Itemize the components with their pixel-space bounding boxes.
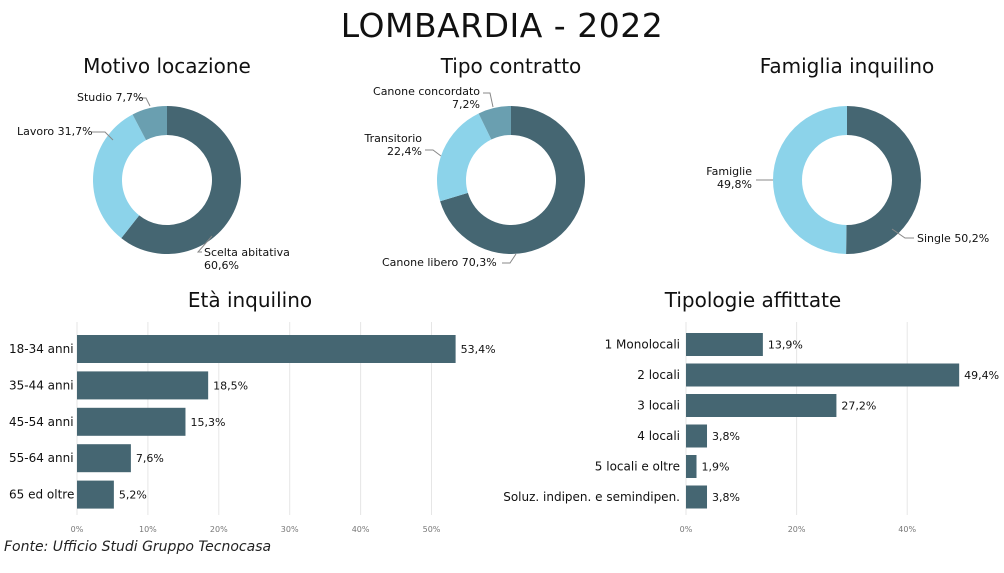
category-label-4-locali: 4 locali <box>637 429 680 443</box>
x-tick-label-tipologie-affittate: 40% <box>898 525 916 534</box>
donut-slice-motivo-locazione-lavoro <box>92 114 147 239</box>
leader-line-famiglia-inquilino <box>891 228 914 239</box>
data-label-soluz-indipen-e-semindipen: 3,8% <box>712 491 740 504</box>
slice-label-canone-libero: Canone libero 70,3% <box>382 256 497 269</box>
slice-value-canone-concordato: 7,2% <box>452 98 480 111</box>
category-label-45-54-anni: 45-54 anni <box>9 415 74 429</box>
bar-45-54-anni <box>77 407 186 436</box>
bar-65-ed-oltre <box>77 480 114 509</box>
chart-title-famiglia-inquilino: Famiglia inquilino <box>759 54 935 78</box>
bar-1-monolocali <box>686 333 763 356</box>
data-label-65-ed-oltre: 5,2% <box>119 489 147 502</box>
donut-slice-tipo-contratto-canone-libero <box>440 106 585 254</box>
donut-slice-tipo-contratto-transitorio <box>437 113 492 202</box>
donut-slice-famiglia-inquilino-famiglie <box>772 106 847 254</box>
slice-value-transitorio: 22,4% <box>387 145 422 158</box>
data-label-3-locali: 27,2% <box>841 400 876 413</box>
chart-title-tipologie-affittate: Tipologie affittate <box>664 288 842 312</box>
category-label-5-locali-e-oltre: 5 locali e oltre <box>595 460 680 474</box>
bar-3-locali <box>686 394 837 417</box>
category-label-65-ed-oltre: 65 ed oltre <box>9 488 74 502</box>
category-label-3-locali: 3 locali <box>637 399 680 413</box>
slice-label-studio: Studio 7,7% <box>77 91 143 104</box>
leader-line-motivo-locazione <box>196 235 213 253</box>
leader-line-tipo-contratto <box>425 149 442 157</box>
x-tick-label-et-inquilino: 40% <box>352 525 370 534</box>
bar-55-64-anni <box>77 444 131 473</box>
leader-line-tipo-contratto <box>483 92 494 108</box>
data-label-1-monolocali: 13,9% <box>768 339 803 352</box>
bar-soluz-indipen-e-semindipen <box>686 485 708 509</box>
slice-label-famiglie: Famiglie <box>706 165 752 178</box>
donut-slice-tipo-contratto-canone-concordato <box>478 106 511 140</box>
x-tick-label-et-inquilino: 30% <box>281 525 299 534</box>
bar-18-34-anni <box>77 335 456 363</box>
dashboard-title: LOMBARDIA - 2022 <box>340 6 664 45</box>
category-label-55-64-anni: 55-64 anni <box>9 451 74 465</box>
slice-label-canone-concordato: Canone concordato <box>373 85 480 98</box>
data-label-2-locali: 49,4% <box>964 369 999 382</box>
category-label-soluz-indipen-e-semindipen: Soluz. indipen. e semindipen. <box>503 490 680 504</box>
x-tick-label-tipologie-affittate: 0% <box>680 525 693 534</box>
x-tick-label-et-inquilino: 50% <box>423 525 441 534</box>
donut-slice-famiglia-inquilino-single <box>846 106 921 255</box>
data-label-18-34-anni: 53,4% <box>461 343 496 356</box>
data-label-5-locali-e-oltre: 1,9% <box>702 461 730 474</box>
bar-2-locali <box>686 363 960 387</box>
slice-label-lavoro: Lavoro 31,7% <box>17 125 93 138</box>
data-label-35-44-anni: 18,5% <box>213 379 248 392</box>
bar-4-locali <box>686 424 708 448</box>
leader-line-motivo-locazione <box>138 97 151 107</box>
data-label-55-64-anni: 7,6% <box>136 452 164 465</box>
x-tick-label-et-inquilino: 10% <box>139 525 157 534</box>
chart-title-tipo-contratto: Tipo contratto <box>440 54 582 78</box>
source-note: Fonte: Ufficio Studi Gruppo Tecnocasa <box>4 539 272 555</box>
category-label-18-34-anni: 18-34 anni <box>9 342 74 356</box>
donut-slice-motivo-locazione-scelta-abitativa <box>121 106 241 254</box>
x-tick-label-et-inquilino: 0% <box>71 525 84 534</box>
data-label-45-54-anni: 15,3% <box>190 416 225 429</box>
slice-label-single: Single 50,2% <box>917 232 989 245</box>
slice-label-scelta-abitativa: Scelta abitativa <box>204 246 290 259</box>
donut-slice-motivo-locazione-studio <box>132 106 167 141</box>
slice-value-scelta-abitativa: 60,6% <box>204 259 239 272</box>
category-label-2-locali: 2 locali <box>637 368 680 382</box>
leader-line-motivo-locazione <box>92 131 114 141</box>
bar-35-44-anni <box>77 371 209 400</box>
x-tick-label-et-inquilino: 20% <box>210 525 228 534</box>
x-tick-label-tipologie-affittate: 20% <box>788 525 806 534</box>
chart-title-motivo-locazione: Motivo locazione <box>83 54 251 78</box>
category-label-1-monolocali: 1 Monolocali <box>605 338 680 352</box>
chart-title-eta-inquilino: Età inquilino <box>187 288 313 312</box>
leader-line-tipo-contratto <box>502 253 517 264</box>
bar-5-locali-e-oltre <box>686 455 697 478</box>
data-label-4-locali: 3,8% <box>712 430 740 443</box>
slice-label-transitorio: Transitorio <box>364 132 423 145</box>
category-label-35-44-anni: 35-44 anni <box>9 378 74 392</box>
slice-value-famiglie: 49,8% <box>717 178 752 191</box>
